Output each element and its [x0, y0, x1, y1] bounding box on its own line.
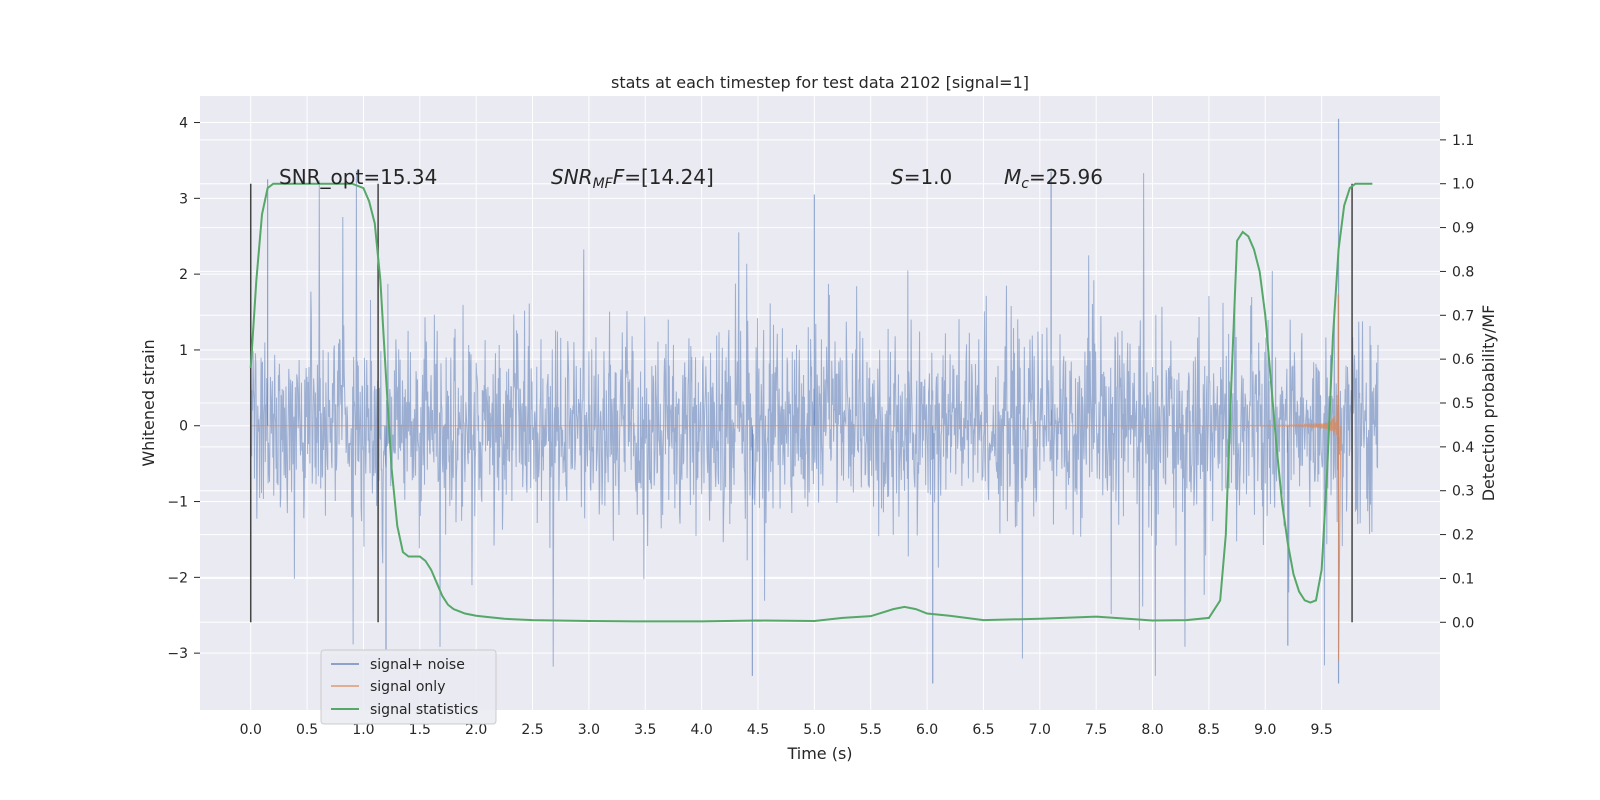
- x-tick-label: 0.0: [240, 722, 262, 738]
- y-tick-label-right: 0.8: [1452, 264, 1474, 280]
- x-tick-label: 2.5: [521, 722, 543, 738]
- y-ticks-right: 0.0 0.1 0.2 0.3 0.4 0.5 0.6 0.7 0.8 0.9 1.0 1.1: [1440, 133, 1474, 631]
- y-tick-label-right: 0.0: [1452, 615, 1474, 631]
- y-tick-label-right: 0.1: [1452, 571, 1474, 587]
- signal-trace: [250, 294, 1342, 661]
- y-tick-label-left: 2: [179, 267, 188, 283]
- y-tick-label-left: −3: [167, 646, 188, 662]
- legend-label-stats: signal statistics: [370, 702, 478, 718]
- y-axis-label-left: Whitened strain: [139, 339, 158, 466]
- x-tick-label: 0.5: [296, 722, 318, 738]
- stats-series: [249, 182, 1373, 623]
- y-tick-label-right: 0.4: [1452, 440, 1474, 456]
- y-tick-label-right: 0.6: [1452, 352, 1474, 368]
- stats-line: [249, 182, 1373, 623]
- x-tick-label: 3.5: [634, 722, 656, 738]
- x-tick-label: 4.0: [691, 722, 713, 738]
- x-tick-label: 3.0: [578, 722, 600, 738]
- y-tick-label-left: −1: [167, 495, 188, 511]
- y-tick-label-left: 0: [179, 419, 188, 435]
- y-ticks-left: −3 −2 −1 0 1 2 3 4: [167, 116, 200, 662]
- x-tick-label: 2.0: [465, 722, 487, 738]
- y-tick-label-right: 0.2: [1452, 528, 1474, 544]
- x-tick-label: 6.5: [972, 722, 994, 738]
- legend: signal+ noise signal only signal statist…: [320, 649, 497, 725]
- y-tick-label-left: 3: [179, 191, 188, 207]
- annotation-mc: Mc=25.96: [1004, 165, 1103, 192]
- y-tick-label-right: 0.7: [1452, 308, 1474, 324]
- x-tick-label: 4.5: [747, 722, 769, 738]
- y-tick-label-left: −2: [167, 570, 188, 586]
- legend-label-signal: signal only: [370, 679, 445, 695]
- x-tick-label: 5.0: [803, 722, 825, 738]
- x-tick-label: 1.5: [409, 722, 431, 738]
- x-tick-label: 7.0: [1029, 722, 1051, 738]
- x-tick-label: 9.0: [1254, 722, 1276, 738]
- noise-series: [250, 118, 1379, 684]
- x-tick-label: 9.5: [1311, 722, 1333, 738]
- y-axis-label-right: Detection probability/MF: [1479, 305, 1498, 502]
- annotation-s: S=1.0: [891, 165, 952, 189]
- x-tick-label: 8.0: [1141, 722, 1163, 738]
- y-tick-label-right: 1.0: [1452, 177, 1474, 193]
- y-tick-label-right: 1.1: [1452, 133, 1474, 149]
- annotation-snr-mf: SNRMFF=[14.24]: [551, 165, 714, 192]
- y-tick-label-right: 0.3: [1452, 484, 1474, 500]
- x-tick-label: 7.5: [1085, 722, 1107, 738]
- noise-trace: [250, 170, 1379, 676]
- signal-series: [250, 294, 1342, 661]
- x-axis-label: Time (s): [786, 744, 852, 763]
- y-tick-label-right: 0.9: [1452, 221, 1474, 237]
- x-tick-label: 8.5: [1198, 722, 1220, 738]
- x-tick-label: 5.5: [860, 722, 882, 738]
- annotations: SNR_opt=15.34 SNRMFF=[14.24] S=1.0 Mc=25…: [279, 165, 1103, 192]
- y-tick-label-right: 0.5: [1452, 396, 1474, 412]
- x-ticks: 0.0 0.5 1.0 1.5 2.0 2.5 3.0 3.5 4.0 4.5 5.0 5.5 6.0 6…: [240, 722, 1333, 738]
- legend-label-noise: signal+ noise: [370, 657, 465, 673]
- x-tick-label: 1.0: [352, 722, 374, 738]
- chart-title: stats at each timestep for test data 210…: [611, 73, 1029, 92]
- legend-box: [320, 649, 497, 725]
- x-tick-label: 6.0: [916, 722, 938, 738]
- y-tick-label-left: 4: [179, 116, 188, 132]
- annotation-snr-opt: SNR_opt=15.34: [279, 165, 437, 189]
- y-tick-label-left: 1: [179, 343, 188, 359]
